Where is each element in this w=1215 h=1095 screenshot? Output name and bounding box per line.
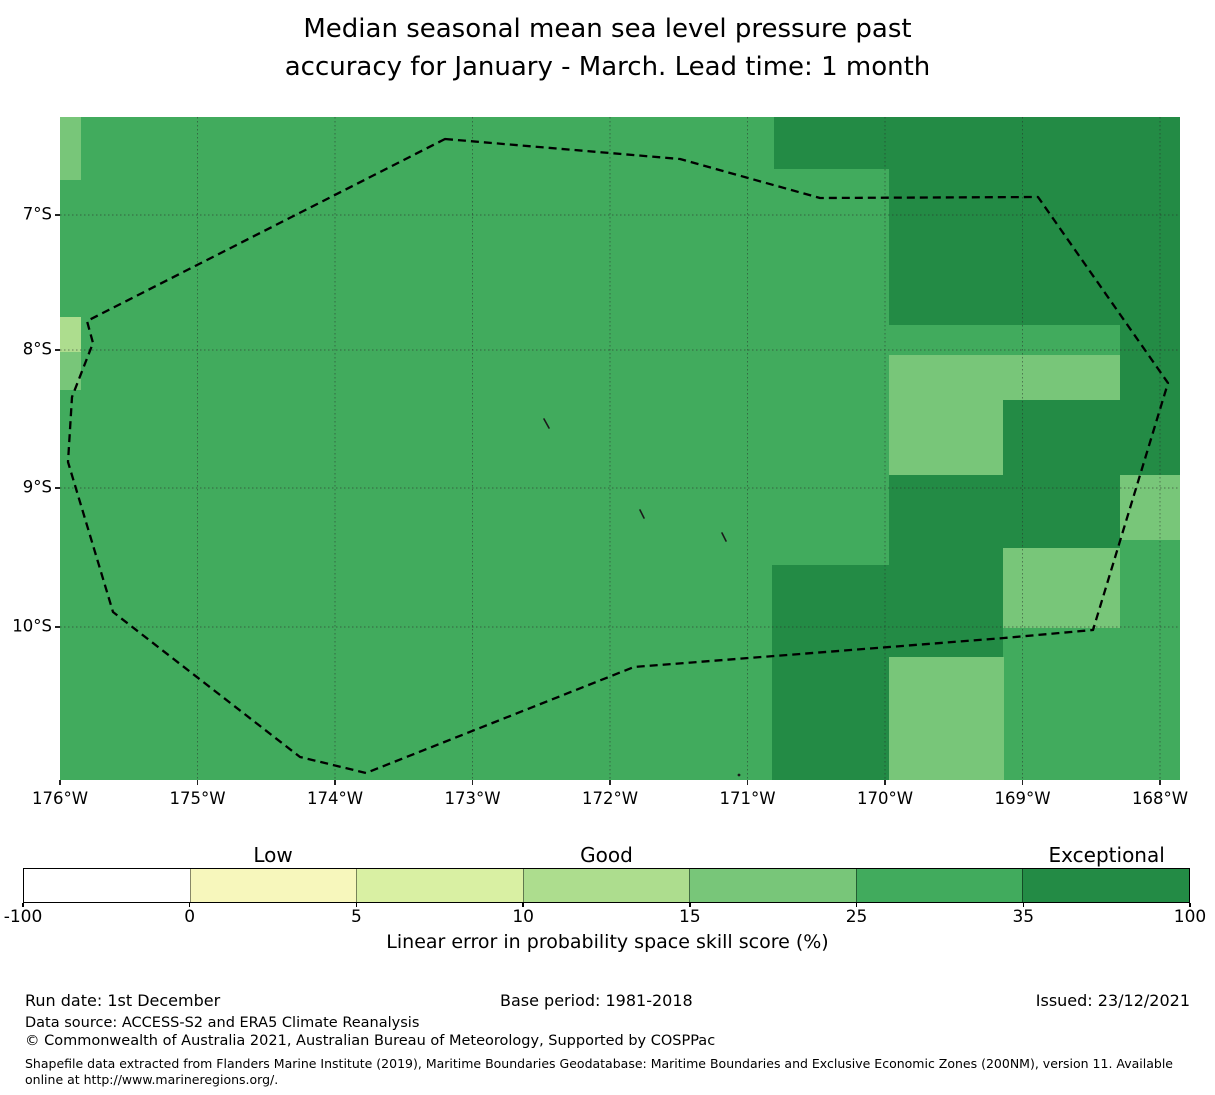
- colorbar-tick-label: 100: [1173, 907, 1207, 927]
- map-cell-35-100: [774, 117, 889, 169]
- x-tick-label: 171°W: [719, 789, 776, 808]
- islet-mark: [737, 773, 741, 777]
- x-tick-mark: [59, 780, 61, 785]
- y-tick-label: 7°S: [22, 204, 52, 224]
- colorbar-band-label: Low: [253, 843, 293, 867]
- colorbar-tick-label: 15: [679, 907, 701, 927]
- map-cell-15-25: [1003, 548, 1120, 628]
- colorbar-segment: [356, 869, 523, 902]
- y-tick-mark: [55, 214, 60, 216]
- colorbar-tick-label: 25: [845, 907, 868, 927]
- x-tick-mark: [609, 780, 611, 785]
- colorbar-tick-mark: [522, 903, 524, 907]
- map-cell-15-25: [889, 657, 1004, 780]
- y-tick-mark: [55, 487, 60, 489]
- colorbar-tick-mark: [1189, 903, 1191, 907]
- colorbar-tick-label: 35: [1012, 907, 1035, 927]
- y-tick-label: 9°S: [22, 477, 52, 497]
- colorbar-tick-mark: [22, 903, 24, 907]
- x-tick-mark: [196, 780, 199, 785]
- accuracy-map: [60, 117, 1180, 780]
- data-source-text: Data source: ACCESS-S2 and ERA5 Climate …: [25, 1015, 420, 1031]
- base-period-text: Base period: 1981-2018: [500, 991, 693, 1010]
- x-tick-label: 173°W: [444, 789, 501, 808]
- colorbar-segment: [689, 869, 856, 902]
- x-tick-label: 176°W: [31, 789, 89, 808]
- run-date-text: Run date: 1st December: [25, 991, 221, 1010]
- colorbar-tick-mark: [1022, 903, 1024, 907]
- x-tick-label: 169°W: [994, 789, 1051, 808]
- map-cell-35-100: [889, 117, 1180, 325]
- colorbar-tick-mark: [355, 903, 358, 907]
- x-tick-mark: [1021, 780, 1024, 785]
- y-tick-mark: [55, 626, 60, 628]
- island-mark: [543, 418, 550, 429]
- map-cell-15-25: [60, 352, 81, 390]
- x-tick-mark: [884, 780, 886, 785]
- map-cell-35-100: [772, 565, 889, 780]
- colorbar-tick-mark: [855, 903, 858, 907]
- y-tick-label: 10°S: [12, 616, 52, 636]
- colorbar-segment: [189, 869, 357, 902]
- shapefile-note-text: Shapefile data extracted from Flanders M…: [25, 1056, 1173, 1087]
- colorbar-tick-label: 5: [351, 907, 362, 927]
- map-cell-35-100: [889, 475, 1003, 657]
- map-cell-10-15: [60, 317, 81, 352]
- colorbar-segment: [24, 869, 190, 902]
- colorbar-band-label: Good: [580, 843, 633, 867]
- colorbar-tick-label: -100: [3, 907, 43, 927]
- x-tick-mark: [471, 780, 474, 785]
- colorbar-segment: [1022, 869, 1190, 902]
- y-tick-label: 8°S: [22, 339, 52, 359]
- chart-title-line2: accuracy for January - March. Lead time:…: [284, 52, 931, 82]
- map-cell-35-100: [1003, 400, 1120, 548]
- x-tick-mark: [1159, 780, 1161, 785]
- x-tick-label: 174°W: [306, 789, 364, 808]
- colorbar-tick-label: 0: [184, 907, 196, 927]
- map-cell-15-25: [889, 400, 1003, 475]
- colorbar-tick-mark: [689, 903, 691, 907]
- copyright-text: © Commonwealth of Australia 2021, Austra…: [25, 1033, 716, 1049]
- chart-title-line1: Median seasonal mean sea level pressure …: [303, 14, 912, 44]
- colorbar-band-label: Exceptional: [1048, 843, 1165, 867]
- y-tick-mark: [55, 349, 60, 351]
- colorbar-axis-label: Linear error in probability space skill …: [386, 931, 829, 953]
- x-tick-label: 168°W: [1131, 789, 1189, 808]
- map-cell-35-100: [1120, 325, 1180, 475]
- colorbar-segment: [522, 869, 690, 902]
- island-mark: [639, 509, 645, 519]
- colorbar-segment: [855, 869, 1023, 902]
- map-cell-15-25: [60, 117, 81, 180]
- x-tick-label: 175°W: [169, 789, 226, 808]
- x-tick-label: 172°W: [581, 789, 639, 808]
- colorbar-tick-label: 10: [512, 907, 534, 927]
- issued-date-text: Issued: 23/12/2021: [1035, 991, 1190, 1010]
- island-mark: [721, 532, 727, 542]
- chart-title: Median seasonal mean sea level pressure …: [0, 10, 1215, 86]
- x-tick-label: 170°W: [856, 789, 914, 808]
- colorbar: [23, 868, 1190, 903]
- x-tick-mark: [746, 780, 749, 785]
- colorbar-tick-mark: [189, 903, 191, 907]
- map-cell-15-25: [889, 355, 1120, 400]
- accuracy-map-svg: [60, 117, 1180, 780]
- x-tick-mark: [334, 780, 336, 785]
